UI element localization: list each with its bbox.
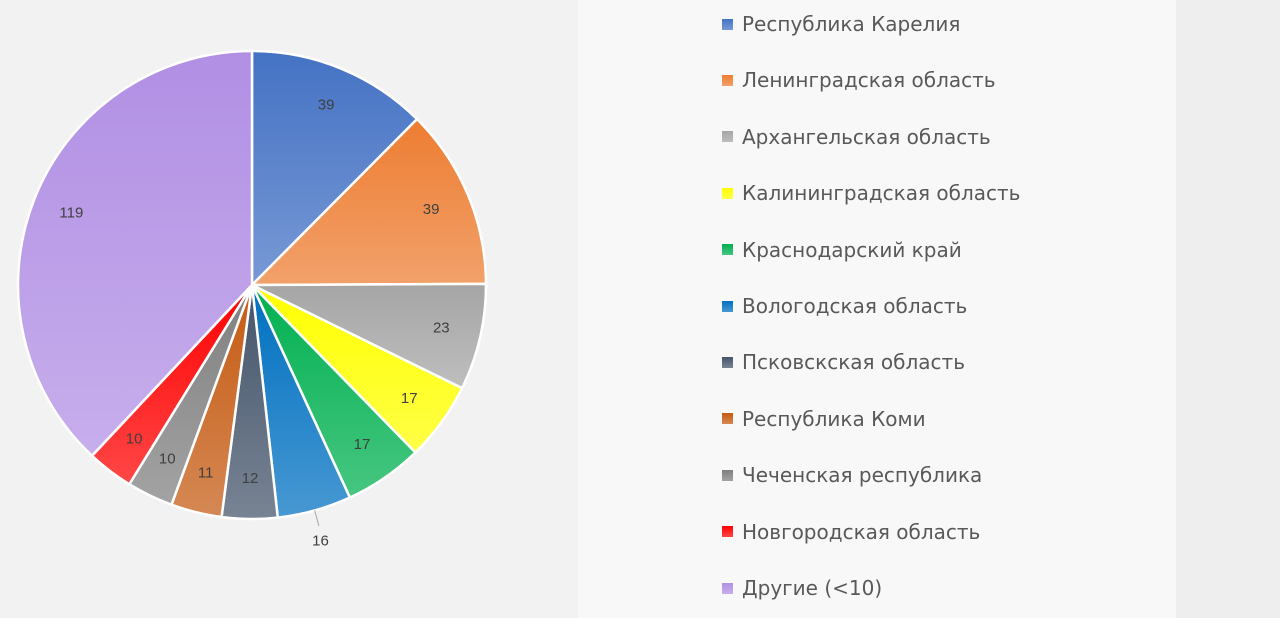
data-label: 39 bbox=[423, 201, 440, 218]
legend-item: Республика Карелия bbox=[722, 10, 960, 38]
pie-slice-другие-10 bbox=[16, 49, 254, 458]
data-label: 119 bbox=[59, 205, 83, 222]
legend-label: Республика Коми bbox=[742, 406, 926, 431]
legend-item: Псковскская область bbox=[722, 348, 965, 376]
data-label: 17 bbox=[401, 390, 418, 407]
legend-label: Другие (<10) bbox=[742, 576, 883, 600]
legend-swatch bbox=[722, 244, 733, 256]
legend-swatch bbox=[722, 413, 733, 425]
legend-item: Калининградская область bbox=[722, 179, 1020, 207]
data-label: 10 bbox=[159, 451, 176, 468]
pie-slice-республика-карелия bbox=[250, 49, 419, 289]
data-label: 10 bbox=[126, 430, 143, 447]
legend-swatch bbox=[722, 356, 733, 368]
legend-label: Новгородская область bbox=[742, 519, 981, 544]
legend-item: Новгородская область bbox=[722, 518, 980, 546]
legend-label: Псковскская область bbox=[742, 350, 965, 375]
data-label: 39 bbox=[318, 96, 335, 113]
legend-item: Краснодарский край bbox=[722, 236, 962, 264]
legend-item: Другие (<10) bbox=[722, 574, 882, 602]
legend-label: Архангельская область bbox=[742, 124, 991, 149]
legend-item: Республика Коми bbox=[722, 405, 926, 433]
legend-item: Вологодская область bbox=[722, 292, 967, 320]
legend-item: Архангельская область bbox=[722, 123, 991, 151]
legend-label: Вологодская область bbox=[742, 294, 968, 318]
leader-line bbox=[314, 510, 320, 527]
right-margin bbox=[1176, 0, 1280, 618]
legend-item: Чеченская республика bbox=[722, 461, 982, 489]
legend-swatch bbox=[722, 74, 733, 86]
legend-swatch bbox=[722, 131, 733, 143]
pie-slices bbox=[16, 49, 488, 521]
legend-label: Республика Карелия bbox=[742, 12, 961, 36]
legend-swatch bbox=[722, 300, 733, 312]
legend-label: Краснодарский край bbox=[742, 237, 962, 262]
legend-swatch bbox=[722, 469, 733, 481]
data-label: 16 bbox=[312, 533, 329, 550]
legend-area bbox=[578, 0, 1176, 618]
legend-label: Ленинградская область bbox=[742, 68, 996, 93]
legend-swatch bbox=[722, 582, 733, 594]
legend-item: Ленинградская область bbox=[722, 66, 996, 94]
legend-label: Чеченская республика bbox=[742, 463, 983, 488]
data-label: 12 bbox=[242, 470, 259, 487]
legend-swatch bbox=[722, 18, 733, 30]
pie-chart: 39 39 23 17 17 16 12 11 10 10 119 bbox=[16, 49, 488, 550]
data-labels: 39 39 23 17 17 16 12 11 10 10 119 bbox=[59, 96, 449, 549]
legend-swatch bbox=[722, 187, 733, 199]
legend-swatch bbox=[722, 526, 733, 538]
pie-slice-архангельская-область bbox=[251, 282, 488, 390]
data-label: 17 bbox=[354, 436, 371, 453]
pie-slice-ленинградская-область bbox=[248, 117, 488, 287]
data-label: 11 bbox=[198, 465, 214, 482]
legend-label: Калининградская область bbox=[742, 181, 1021, 206]
data-label: 23 bbox=[433, 319, 450, 336]
leader-lines bbox=[314, 510, 320, 527]
